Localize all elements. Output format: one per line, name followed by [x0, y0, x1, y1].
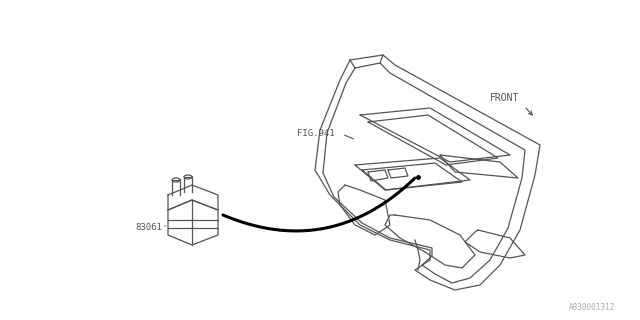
Text: A830001312: A830001312: [569, 303, 615, 312]
Text: FRONT: FRONT: [490, 93, 520, 103]
Text: FIG.941: FIG.941: [297, 129, 335, 138]
Text: 83061: 83061: [135, 223, 162, 233]
